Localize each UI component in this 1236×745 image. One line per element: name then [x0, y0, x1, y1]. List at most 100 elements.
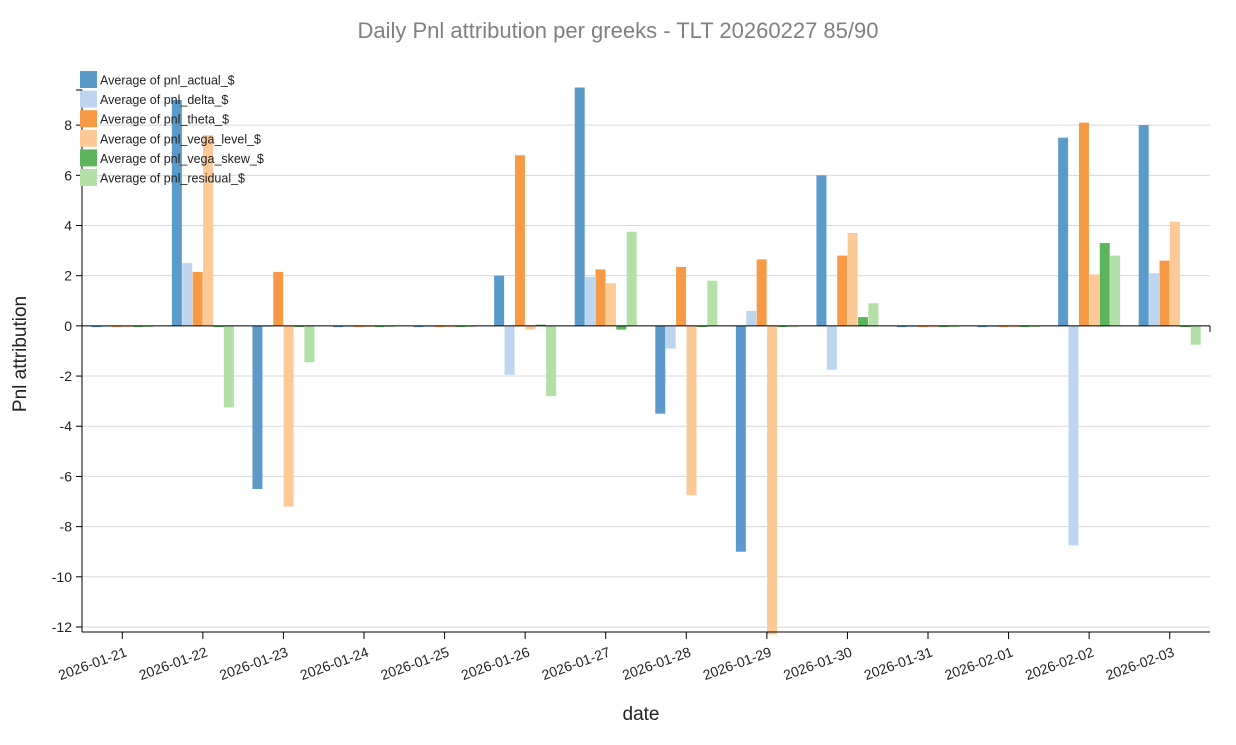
bar — [514, 155, 525, 326]
y-tick-label: -10 — [52, 569, 72, 585]
bars — [91, 87, 1201, 635]
bar — [525, 325, 536, 330]
bar — [767, 325, 778, 635]
x-tick-label: 2026-01-24 — [298, 643, 371, 683]
bar — [787, 325, 798, 328]
legend-swatch — [80, 169, 97, 186]
x-ticks: 2026-01-21 2026-01-22 2026-01-23 2026-01-24… — [56, 632, 1176, 683]
bar — [333, 325, 343, 328]
bar — [626, 231, 637, 326]
x-axis-label: date — [623, 704, 660, 725]
bar — [1029, 325, 1040, 328]
bar — [816, 175, 827, 326]
bar — [494, 275, 505, 326]
chart-title: Daily Pnl attribution per greeks - TLT 2… — [358, 18, 879, 43]
bar — [746, 310, 757, 326]
bar — [616, 325, 627, 330]
x-tick-label: 2026-02-01 — [942, 643, 1015, 683]
x-tick-label: 2026-01-25 — [378, 643, 451, 683]
bar — [1159, 260, 1170, 326]
bar — [907, 325, 918, 328]
bar — [707, 280, 718, 326]
bar — [938, 325, 949, 328]
bar — [294, 325, 305, 328]
legend-swatch — [80, 149, 97, 167]
x-tick-label: 2026-01-30 — [781, 643, 854, 683]
bar — [262, 325, 273, 328]
bar — [203, 135, 214, 326]
y-tick-label: 8 — [64, 117, 72, 133]
axes — [81, 90, 1211, 633]
bar — [101, 325, 112, 328]
bar — [413, 325, 424, 328]
bar — [1019, 325, 1030, 328]
bar — [1078, 122, 1089, 326]
bar — [1089, 274, 1100, 326]
bar — [434, 325, 445, 328]
x-tick-label: 2026-01-28 — [620, 643, 693, 683]
bar — [1008, 325, 1019, 328]
bar — [826, 325, 837, 370]
y-axis-label: Pnl attribution — [10, 296, 31, 412]
legend-swatch — [80, 110, 97, 128]
x-tick-label: 2026-01-21 — [56, 643, 129, 683]
bar — [143, 325, 154, 328]
bar — [1058, 137, 1069, 326]
bar — [223, 325, 234, 408]
legend-label: Average of pnl_theta_$ — [100, 113, 229, 127]
bar — [686, 325, 697, 496]
legend: Average of pnl_actual_$ Average of pnl_de… — [80, 71, 264, 186]
bar — [574, 87, 585, 326]
legend-label: Average of pnl_vega_level_$ — [100, 132, 261, 146]
bar — [1180, 325, 1191, 328]
bar — [1099, 243, 1110, 326]
y-tick-label: 6 — [64, 167, 72, 183]
y-tick-label: -6 — [60, 468, 73, 484]
bar — [423, 325, 434, 328]
bar — [998, 325, 1009, 328]
bar — [465, 325, 476, 328]
bar — [655, 325, 666, 414]
bar — [837, 255, 848, 326]
bar — [192, 271, 203, 326]
bar — [595, 269, 606, 326]
bar — [283, 325, 294, 507]
bar — [585, 276, 596, 326]
bar — [213, 325, 224, 328]
y-tick-label: -12 — [52, 619, 72, 635]
bar — [777, 325, 788, 328]
x-tick-label: 2026-01-29 — [701, 643, 774, 683]
bar — [1068, 325, 1079, 546]
bar — [385, 325, 395, 328]
legend-label: Average of pnl_delta_$ — [100, 93, 228, 107]
bar — [1169, 221, 1180, 326]
y-tick-label: 2 — [64, 268, 72, 284]
bar — [535, 324, 546, 326]
bar — [252, 325, 263, 489]
bar — [122, 325, 133, 328]
y-tick-label: -4 — [60, 418, 73, 434]
legend-swatch — [80, 129, 97, 147]
bar — [858, 317, 869, 326]
x-tick-label: 2026-01-22 — [137, 643, 210, 683]
bar — [917, 325, 928, 328]
bar — [1190, 325, 1201, 345]
bar — [868, 303, 879, 326]
bar — [182, 263, 193, 326]
bar — [343, 325, 354, 328]
x-tick-label: 2026-01-27 — [540, 643, 613, 683]
bar — [676, 266, 687, 326]
bar — [91, 325, 102, 328]
bar — [1149, 273, 1160, 326]
bar — [444, 325, 455, 328]
y-tick-label: -8 — [60, 519, 73, 535]
legend-label: Average of pnl_vega_skew_$ — [100, 152, 264, 166]
bar — [504, 325, 515, 375]
bar — [353, 325, 364, 328]
bar — [455, 325, 466, 328]
bar — [1138, 125, 1149, 326]
bar — [977, 325, 988, 328]
bar — [847, 233, 858, 326]
